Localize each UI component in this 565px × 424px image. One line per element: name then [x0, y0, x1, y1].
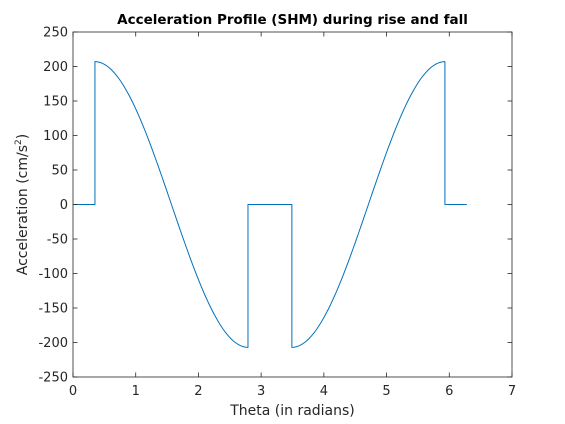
y-tick-label: -150	[38, 302, 68, 317]
y-tick-label: -200	[38, 336, 68, 351]
x-tick-label: 3	[257, 384, 265, 399]
y-axis-label-superscript: 2	[14, 139, 24, 145]
x-tick-label: 4	[320, 384, 328, 399]
x-tick-label: 2	[194, 384, 202, 399]
y-tick-label: 250	[43, 26, 68, 41]
y-tick-label: 50	[51, 164, 68, 179]
x-tick-label: 0	[69, 384, 77, 399]
chart-title: Acceleration Profile (SHM) during rise a…	[117, 12, 468, 28]
series-line	[73, 61, 467, 348]
y-tick-label: 100	[43, 129, 68, 144]
x-tick-label: 5	[382, 384, 390, 399]
y-axis-label-close: )	[15, 134, 31, 139]
x-axis-label: Theta (in radians)	[229, 403, 355, 419]
y-tick-label: -50	[47, 233, 68, 248]
ticks-layer: 0 1 2 3 4 5 6 7 -250 -200 -150 -100 -50 0 50 100 150 200 2…	[38, 26, 516, 400]
plot-area	[73, 32, 512, 377]
data-layer	[73, 61, 467, 348]
y-tick-label: 200	[43, 60, 68, 75]
x-tick-label: 7	[508, 384, 516, 399]
x-tick-label: 6	[445, 384, 453, 399]
y-tick-label: 150	[43, 95, 68, 110]
y-axis-label: Acceleration (cm/s2)	[14, 134, 31, 275]
y-tick-label: -250	[38, 371, 68, 386]
y-tick-label: 0	[60, 198, 68, 213]
x-tick-label: 1	[132, 384, 140, 399]
y-tick-label: -100	[38, 267, 68, 282]
y-axis-label-base: Acceleration (cm/s	[15, 145, 31, 275]
